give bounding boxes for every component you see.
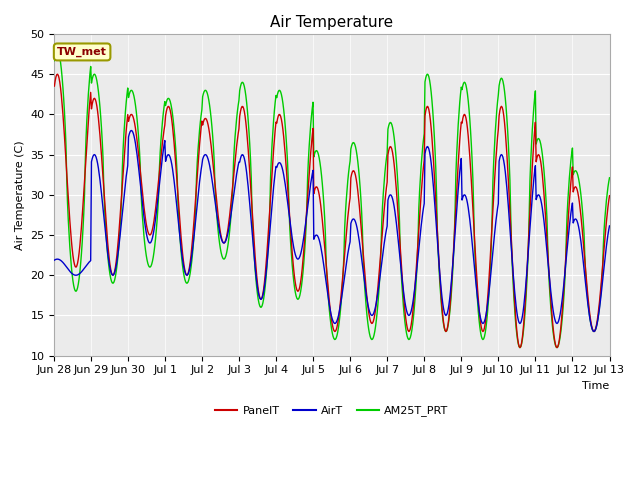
Y-axis label: Air Temperature (C): Air Temperature (C) <box>15 140 25 250</box>
AirT <box>118 218 125 224</box>
PanelT <box>118 180 126 186</box>
PanelT <box>417 203 424 208</box>
AM25T_PRT <box>118 166 126 171</box>
AirT <box>590 329 598 335</box>
Legend: PanelT, AirT, AM25T_PRT: PanelT, AirT, AM25T_PRT <box>211 401 453 421</box>
AM25T_PRT <box>61 124 69 130</box>
PanelT <box>51 83 58 89</box>
AirT <box>605 223 613 229</box>
AM25T_PRT <box>417 175 424 180</box>
PanelT <box>400 300 408 305</box>
PanelT <box>54 72 61 77</box>
AM25T_PRT <box>204 93 212 99</box>
Text: TW_met: TW_met <box>57 47 107 57</box>
PanelT <box>61 145 69 151</box>
AM25T_PRT <box>516 345 524 350</box>
PanelT <box>204 122 212 128</box>
AM25T_PRT <box>400 312 408 317</box>
AM25T_PRT <box>175 216 182 221</box>
PanelT <box>175 203 182 209</box>
AirT <box>417 230 424 236</box>
AirT <box>128 128 136 133</box>
Line: PanelT: PanelT <box>54 74 609 348</box>
AirT <box>175 223 182 228</box>
Line: AirT: AirT <box>54 131 609 332</box>
AM25T_PRT <box>605 175 613 180</box>
AM25T_PRT <box>51 58 58 63</box>
X-axis label: Time: Time <box>582 381 609 391</box>
AM25T_PRT <box>54 47 61 53</box>
AirT <box>400 294 408 300</box>
PanelT <box>605 193 613 199</box>
PanelT <box>516 345 524 350</box>
Title: Air Temperature: Air Temperature <box>270 15 394 30</box>
AirT <box>51 257 58 263</box>
AirT <box>61 262 68 267</box>
AirT <box>204 156 212 162</box>
Line: AM25T_PRT: AM25T_PRT <box>54 50 609 348</box>
